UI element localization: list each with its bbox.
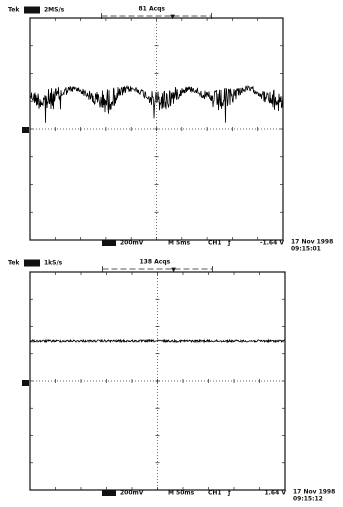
timebase: M 5ms <box>168 240 190 247</box>
acquisitions: 81 Acqs <box>139 6 166 13</box>
trigger-slope: ƒ <box>227 240 231 247</box>
run-badge <box>24 260 40 267</box>
trigger-slope: ƒ <box>227 490 231 497</box>
trigger-bracket <box>103 266 213 272</box>
run-badge <box>24 7 40 14</box>
timebase: M 50ms <box>168 490 195 497</box>
sample-rate: 2MS/s <box>44 7 65 14</box>
trigger-source: CH1 <box>208 490 222 497</box>
ground-marker <box>22 127 29 133</box>
trigger-level: 1.64 V <box>264 490 286 497</box>
channel-scale: 200mV <box>120 240 144 247</box>
channel-scale: 200mV <box>120 490 144 497</box>
brand: Tek <box>8 260 20 267</box>
trigger-marker: ▼ <box>170 14 175 21</box>
date: 17 Nov 1998 <box>293 489 335 496</box>
acquisitions: 138 Acqs <box>140 259 171 266</box>
channel-badge <box>102 240 116 246</box>
sample-rate: 1kS/s <box>44 260 63 267</box>
date: 17 Nov 1998 <box>291 239 333 246</box>
brand: Tek <box>8 7 20 14</box>
trigger-source: CH1 <box>208 240 222 247</box>
ground-marker <box>22 380 29 386</box>
channel-badge <box>102 490 116 496</box>
oscilloscope-screens: Tek 2MS/s 81 Acqs ▼ 200mV M 5ms CH1 ƒ -1.64 V 17 … <box>0 0 343 507</box>
trigger-level: -1.64 V <box>260 240 284 247</box>
time: 09:15:12 <box>293 496 323 503</box>
time: 09:15:01 <box>291 246 321 253</box>
